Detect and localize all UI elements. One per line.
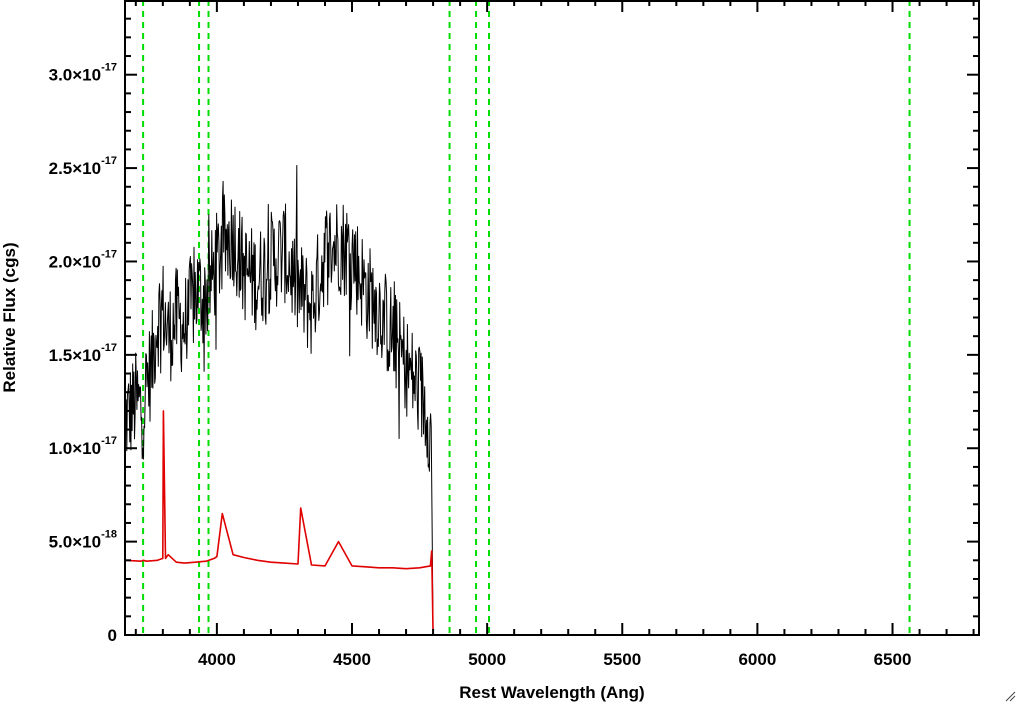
x-tick-label: 4500 — [333, 650, 371, 669]
y-tick-label: 3.0×10-17 — [49, 62, 117, 85]
plot-frame — [124, 0, 980, 636]
axis-tick-labels: 4000 4500 5000 5500 6000 6500 0 5.0×10-18 1.0×10… — [49, 62, 912, 669]
series-line-1 — [124, 165, 434, 636]
x-tick-label: 4000 — [198, 650, 236, 669]
y-axis-label: Relative Flux (cgs) — [0, 242, 19, 392]
y-tick-label: 2.5×10-17 — [49, 155, 117, 178]
series-line-2 — [124, 410, 979, 636]
resize-grip-icon[interactable] — [1004, 690, 1016, 702]
x-tick-label: 5000 — [468, 650, 506, 669]
y-tick-label: 1.0×10-17 — [49, 435, 117, 458]
y-tick-label: 1.5×10-17 — [49, 342, 117, 365]
series-layer — [124, 165, 979, 636]
x-axis-label: Rest Wavelength (Ang) — [459, 683, 644, 702]
x-tick-label: 6500 — [874, 650, 912, 669]
axis-ticks — [125, 0, 979, 635]
reference-lines — [142, 0, 911, 635]
x-tick-label: 5500 — [603, 650, 641, 669]
y-tick-label: 0 — [108, 626, 117, 645]
y-tick-label: 5.0×10-18 — [49, 529, 117, 552]
y-tick-label: 2.0×10-17 — [49, 248, 117, 271]
x-tick-label: 6000 — [738, 650, 776, 669]
